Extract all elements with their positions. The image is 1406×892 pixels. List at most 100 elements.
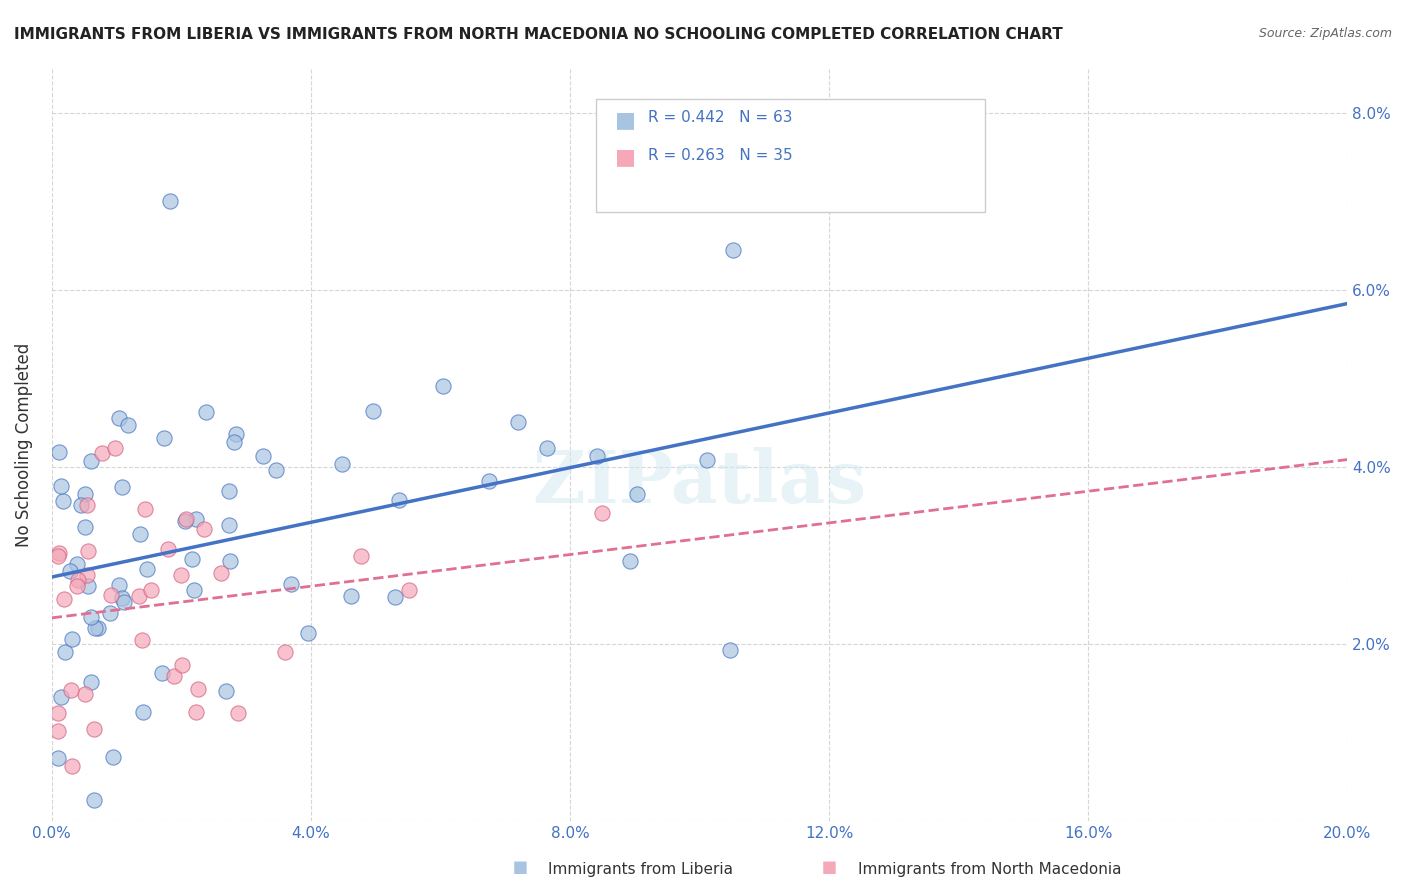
Immigrants from North Macedonia	[65, 579, 87, 593]
Immigrants from North Macedonia	[53, 591, 76, 606]
Immigrants from Liberia	[111, 480, 134, 494]
Immigrants from Liberia	[626, 486, 648, 500]
Text: ■: ■	[616, 110, 637, 130]
Immigrants from North Macedonia	[128, 589, 150, 603]
Immigrants from North Macedonia	[398, 582, 420, 597]
Immigrants from North Macedonia	[193, 522, 215, 536]
Immigrants from North Macedonia	[83, 722, 105, 736]
Immigrants from Liberia	[150, 665, 173, 680]
Immigrants from Liberia	[49, 479, 72, 493]
Immigrants from Liberia	[696, 453, 718, 467]
Immigrants from Liberia	[194, 405, 217, 419]
Immigrants from Liberia	[136, 562, 159, 576]
Text: ZIPatlas: ZIPatlas	[533, 447, 866, 518]
Immigrants from Liberia	[49, 690, 72, 705]
Immigrants from Liberia	[73, 487, 96, 501]
Immigrants from Liberia	[280, 577, 302, 591]
Immigrants from North Macedonia	[90, 446, 112, 460]
Immigrants from North Macedonia	[350, 549, 373, 563]
Immigrants from Liberia	[264, 463, 287, 477]
Immigrants from Liberia	[297, 625, 319, 640]
Y-axis label: No Schooling Completed: No Schooling Completed	[15, 343, 32, 547]
Immigrants from North Macedonia	[187, 681, 209, 696]
Immigrants from Liberia	[87, 621, 110, 635]
Immigrants from Liberia	[117, 417, 139, 432]
Immigrants from Liberia	[225, 426, 247, 441]
Immigrants from North Macedonia	[131, 633, 153, 648]
Text: Immigrants from Liberia: Immigrants from Liberia	[548, 863, 734, 877]
Immigrants from Liberia	[98, 606, 121, 620]
Immigrants from Liberia	[112, 595, 135, 609]
Immigrants from Liberia	[508, 415, 530, 429]
Immigrants from Liberia	[339, 589, 361, 603]
Immigrants from North Macedonia	[170, 658, 193, 673]
Text: Source: ZipAtlas.com: Source: ZipAtlas.com	[1258, 27, 1392, 40]
Immigrants from Liberia	[181, 551, 204, 566]
Immigrants from Liberia	[80, 454, 103, 468]
Immigrants from Liberia	[48, 445, 70, 459]
Immigrants from Liberia	[46, 751, 69, 765]
Immigrants from North Macedonia	[162, 669, 184, 683]
Immigrants from Liberia	[52, 494, 75, 508]
Immigrants from North Macedonia	[274, 644, 297, 658]
Immigrants from Liberia	[129, 526, 152, 541]
Immigrants from Liberia	[153, 431, 176, 445]
Immigrants from Liberia	[721, 244, 744, 258]
Immigrants from North Macedonia	[209, 566, 232, 580]
Immigrants from Liberia	[619, 554, 641, 568]
Immigrants from Liberia	[432, 379, 454, 393]
Immigrants from North Macedonia	[46, 724, 69, 739]
Immigrants from North Macedonia	[174, 512, 197, 526]
Text: Immigrants from North Macedonia: Immigrants from North Macedonia	[858, 863, 1121, 877]
Immigrants from Liberia	[388, 493, 411, 508]
Immigrants from North Macedonia	[46, 549, 69, 563]
Immigrants from Liberia	[330, 457, 353, 471]
Immigrants from Liberia	[111, 591, 134, 606]
Immigrants from Liberia	[73, 520, 96, 534]
Immigrants from Liberia	[132, 705, 155, 719]
Text: ■: ■	[616, 147, 637, 168]
Immigrants from Liberia	[173, 514, 195, 528]
Immigrants from Liberia	[478, 474, 501, 488]
Immigrants from Liberia	[107, 578, 129, 592]
Immigrants from North Macedonia	[76, 498, 98, 512]
Text: R = 0.263   N = 35: R = 0.263 N = 35	[648, 147, 793, 162]
Immigrants from Liberia	[108, 411, 131, 425]
Immigrants from North Macedonia	[170, 567, 193, 582]
Immigrants from North Macedonia	[186, 706, 208, 720]
Immigrants from Liberia	[218, 484, 240, 499]
Text: ▪: ▪	[821, 855, 838, 880]
Immigrants from Liberia	[80, 675, 103, 690]
Immigrants from North Macedonia	[60, 758, 83, 772]
Immigrants from Liberia	[66, 557, 89, 571]
Immigrants from Liberia	[219, 554, 242, 568]
Immigrants from Liberia	[361, 404, 384, 418]
Immigrants from North Macedonia	[73, 687, 96, 701]
Immigrants from Liberia	[215, 684, 238, 698]
Immigrants from Liberia	[218, 518, 240, 533]
Immigrants from North Macedonia	[46, 706, 69, 721]
Immigrants from Liberia	[60, 632, 83, 646]
Immigrants from Liberia	[384, 590, 406, 604]
Immigrants from North Macedonia	[67, 573, 90, 587]
Immigrants from Liberia	[186, 512, 208, 526]
Immigrants from North Macedonia	[156, 542, 179, 557]
Immigrants from Liberia	[103, 750, 125, 764]
Immigrants from Liberia	[84, 621, 107, 635]
Immigrants from Liberia	[80, 610, 103, 624]
Immigrants from North Macedonia	[100, 588, 122, 602]
Immigrants from North Macedonia	[141, 582, 163, 597]
Immigrants from North Macedonia	[76, 544, 98, 558]
Text: ▪: ▪	[512, 855, 529, 880]
Immigrants from North Macedonia	[226, 706, 249, 720]
Immigrants from Liberia	[252, 450, 274, 464]
Text: R = 0.442   N = 63: R = 0.442 N = 63	[648, 110, 792, 125]
Immigrants from North Macedonia	[76, 567, 98, 582]
Immigrants from Liberia	[53, 645, 76, 659]
Immigrants from North Macedonia	[591, 506, 613, 520]
Immigrants from Liberia	[77, 578, 100, 592]
Immigrants from Liberia	[183, 583, 205, 598]
Immigrants from Liberia	[720, 643, 742, 657]
Immigrants from Liberia	[159, 194, 181, 208]
Immigrants from Liberia	[586, 449, 609, 463]
